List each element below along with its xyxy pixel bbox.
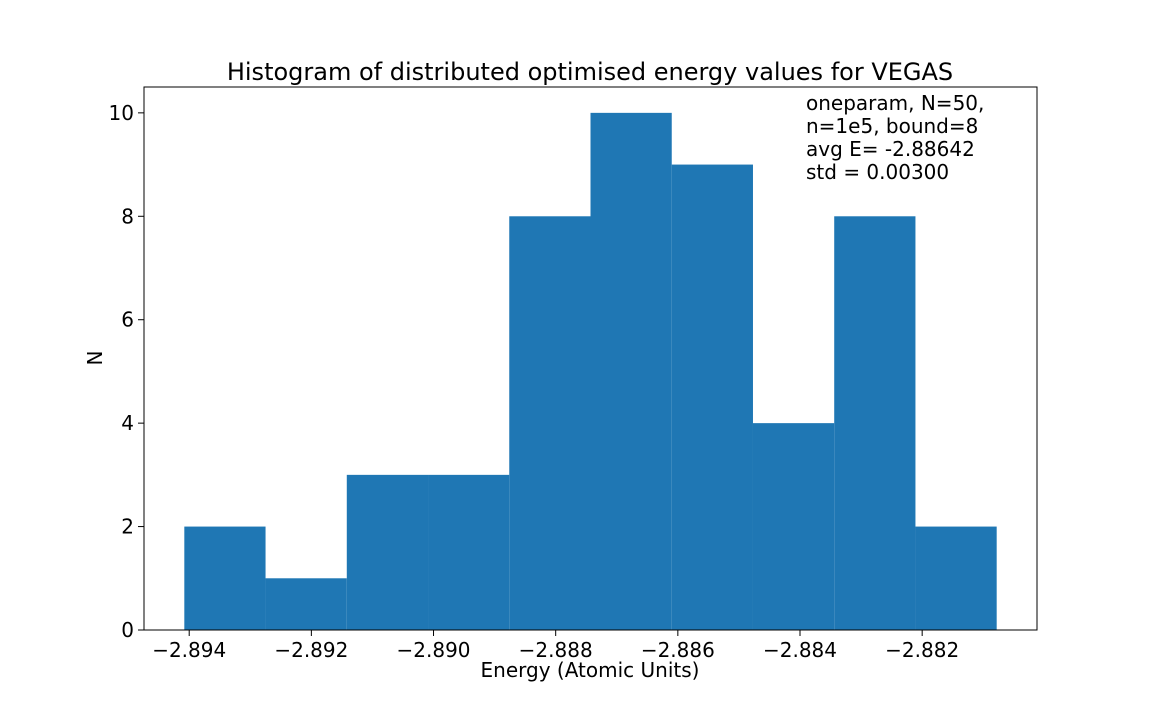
annotation-line: n=1e5, bound=8 [806, 114, 978, 138]
x-tick-label: −2.884 [763, 638, 837, 662]
y-tick-label: 2 [121, 515, 134, 539]
x-tick-label: −2.890 [397, 638, 471, 662]
histogram-bar-3 [428, 474, 510, 630]
y-tick-label: 6 [121, 308, 134, 332]
y-tick-label: 8 [121, 204, 134, 228]
y-tick-label: 4 [121, 411, 134, 435]
y-tick-label: 10 [109, 101, 134, 125]
y-axis-label: N [83, 351, 107, 366]
histogram-bar-0 [184, 526, 266, 630]
x-axis-label: Energy (Atomic Units) [481, 658, 700, 682]
plot-frame [143, 86, 1038, 631]
annotation-line: std = 0.00300 [806, 160, 949, 184]
annotation-line: avg E= -2.88642 [806, 137, 975, 161]
histogram-bar-1 [265, 578, 347, 630]
histogram-bar-4 [509, 216, 591, 631]
histogram-bar-7 [752, 423, 835, 630]
x-tick-label: −2.888 [519, 638, 593, 662]
chart-title: Histogram of distributed optimised energ… [227, 58, 953, 86]
histogram-bar-5 [590, 112, 672, 631]
x-tick-label: −2.894 [152, 638, 226, 662]
y-axis-ticks: 0 2 4 6 8 10 [109, 101, 144, 642]
histogram-bar-2 [346, 474, 429, 630]
bars-group [184, 112, 997, 631]
y-tick-label: 0 [121, 618, 134, 642]
histogram-bar-6 [671, 164, 753, 631]
x-tick-label: −2.886 [641, 638, 715, 662]
x-tick-label: −2.892 [274, 638, 348, 662]
histogram-bar-9 [915, 526, 997, 630]
x-tick-label: −2.882 [885, 638, 959, 662]
annotation-line: oneparam, N=50, [806, 91, 984, 115]
x-axis-ticks: −2.894 −2.892 −2.890 −2.888 −2.886 −2.884 −2.8… [152, 630, 959, 662]
histogram-bar-8 [834, 216, 916, 631]
